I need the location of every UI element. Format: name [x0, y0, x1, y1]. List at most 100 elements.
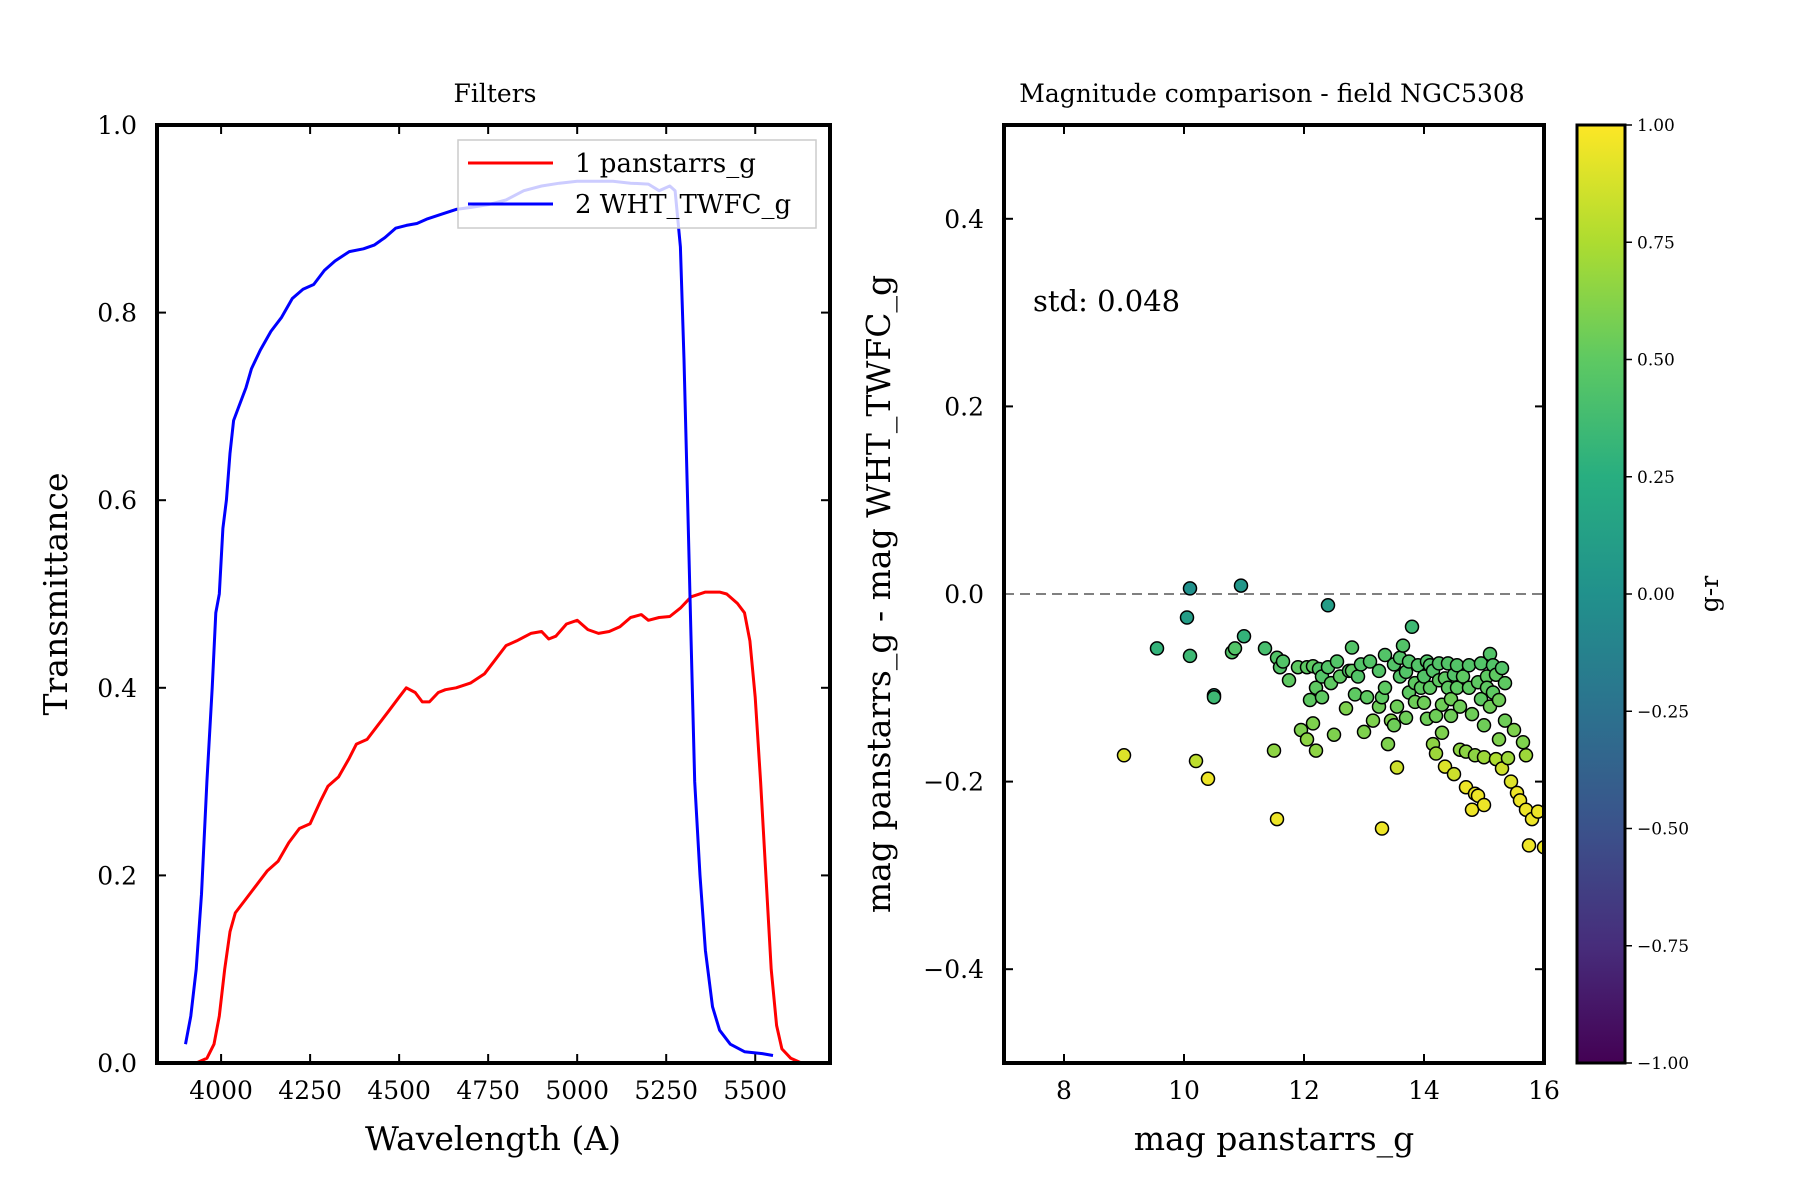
filters-panel: Filters 4000 4250 4500 4750 5000 5250 5500 0.0 0…: [36, 79, 832, 1158]
scatter-point: [1233, 578, 1249, 593]
scatter-point: [1404, 619, 1420, 635]
colorbar-tick-label: 0.00: [1637, 585, 1675, 605]
scatter-point: [1398, 710, 1414, 726]
scatter-point: [1428, 746, 1444, 761]
y-tick-label: 0.0: [97, 1049, 137, 1078]
scatter-point: [1503, 774, 1519, 789]
y-tick-label: 1.0: [97, 111, 137, 140]
magnitude-points: [1116, 578, 1544, 855]
y-tick-label: −0.4: [923, 955, 984, 984]
scatter-point: [1281, 673, 1297, 688]
scatter-point: [1329, 654, 1345, 669]
colorbar-tick-label: −0.75: [1637, 937, 1689, 957]
colorbar-label: g-r: [1695, 576, 1724, 612]
y-tick-label: 0.4: [97, 674, 137, 703]
scatter-point: [1500, 750, 1516, 766]
scatter-point: [1476, 797, 1492, 813]
scatter-point: [1515, 734, 1531, 750]
scatter-point: [1347, 687, 1363, 702]
colorbar: 1.00 0.75 0.50 0.25 0.00 −0.25 −0.50 −0.75 −1.00…: [1575, 116, 1724, 1074]
filters-xlabel: Wavelength (A): [365, 1119, 621, 1158]
scatter-point: [1389, 760, 1405, 775]
magnitude-ticks: 8 10 12 14 16 −0.4 −0.2 0.0 0.2 0.4: [923, 125, 1560, 1105]
y-tick-label: −0.2: [923, 768, 984, 797]
colorbar-tick-label: −0.50: [1637, 820, 1689, 840]
scatter-point: [1305, 716, 1321, 731]
scatter-point: [1308, 743, 1324, 758]
scatter-point: [1302, 692, 1318, 708]
filters-lines: [184, 179, 803, 1063]
scatter-point: [1227, 641, 1243, 656]
scatter-point: [1506, 722, 1522, 738]
filters-axes-frame: [155, 123, 832, 1065]
scatter-point: [1182, 648, 1198, 664]
scatter-point: [1476, 718, 1492, 733]
scatter-point: [1428, 708, 1444, 724]
magnitude-axes-frame: [1002, 123, 1546, 1065]
colorbar-gradient: [1575, 123, 1627, 1065]
scatter-point: [1521, 838, 1537, 853]
scatter-point: [1362, 654, 1378, 669]
x-tick-label: 4250: [278, 1076, 342, 1105]
scatter-point: [1389, 699, 1405, 714]
scatter-point: [1476, 749, 1492, 765]
magnitude-title: Magnitude comparison - field NGC5308: [1019, 79, 1524, 108]
scatter-point: [1326, 727, 1342, 742]
scatter-point: [1497, 713, 1513, 728]
x-tick-label: 4000: [189, 1076, 253, 1105]
legend-label-panstarrs: 1 panstarrs_g: [575, 149, 756, 179]
scatter-point: [1188, 753, 1204, 769]
scatter-point: [1395, 638, 1411, 653]
scatter-point: [1314, 689, 1330, 705]
scatter-point: [1338, 701, 1354, 716]
legend-box: [457, 139, 817, 229]
x-tick-label: 4750: [456, 1076, 520, 1105]
scatter-point: [1299, 732, 1315, 747]
scatter-point: [1182, 581, 1198, 596]
scatter-point: [1494, 660, 1510, 676]
scatter-point: [1344, 640, 1360, 655]
scatter-point: [1266, 743, 1282, 758]
x-tick-label: 8: [1056, 1076, 1072, 1105]
scatter-point: [1464, 706, 1480, 722]
colorbar-ticks: 1.00 0.75 0.50 0.25 0.00 −0.25 −0.50 −0.75 −1.00: [1625, 116, 1689, 1074]
y-tick-label: 0.0: [944, 580, 984, 609]
scatter-point: [1236, 628, 1252, 644]
colorbar-tick-label: −0.25: [1637, 702, 1689, 722]
colorbar-tick-label: 1.00: [1637, 116, 1675, 136]
series-line-1: [195, 590, 803, 1063]
scatter-point: [1464, 802, 1480, 817]
scatter-point: [1257, 641, 1273, 656]
scatter-point: [1200, 771, 1216, 787]
y-tick-label: 0.2: [97, 861, 137, 890]
scatter-point: [1350, 669, 1366, 684]
filters-ylabel: Transmittance: [36, 473, 75, 716]
colorbar-tick-label: 0.50: [1637, 351, 1675, 371]
scatter-point: [1530, 804, 1544, 819]
scatter-point: [1179, 610, 1195, 625]
scatter-point: [1377, 680, 1393, 696]
magnitude-xlabel: mag panstarrs_g: [1134, 1119, 1415, 1159]
magnitude-ylabel: mag panstarrs_g - mag WHT_TWFC_g: [859, 275, 899, 913]
scatter-point: [1359, 689, 1375, 705]
x-tick-label: 4500: [367, 1076, 431, 1105]
scatter-point: [1452, 699, 1468, 714]
scatter-point: [1371, 663, 1387, 679]
x-tick-label: 5500: [723, 1076, 787, 1105]
scatter-point: [1434, 725, 1450, 741]
scatter-point: [1386, 718, 1402, 733]
scatter-point: [1455, 669, 1471, 684]
colorbar-tick-label: 0.75: [1637, 233, 1675, 253]
scatter-point: [1491, 692, 1507, 708]
colorbar-tick-label: −1.00: [1637, 1054, 1689, 1074]
x-tick-label: 16: [1528, 1076, 1560, 1105]
x-tick-label: 12: [1288, 1076, 1320, 1105]
scatter-point: [1380, 736, 1396, 752]
scatter-point: [1116, 748, 1132, 763]
scatter-point: [1365, 713, 1381, 728]
y-tick-label: 0.8: [97, 299, 137, 328]
filters-ticks: 4000 4250 4500 4750 5000 5250 5500 0.0 0.2 0.4 0.6…: [97, 111, 830, 1105]
scatter-point: [1320, 598, 1336, 613]
x-tick-label: 14: [1408, 1076, 1440, 1105]
